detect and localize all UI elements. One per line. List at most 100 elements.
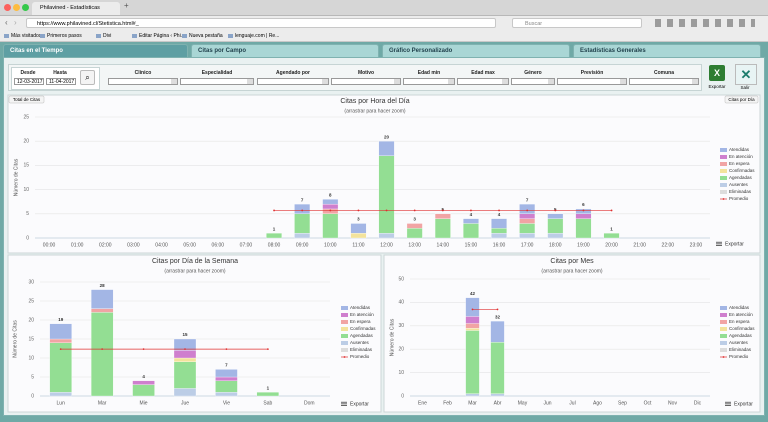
search-field[interactable]: Buscar	[512, 18, 642, 28]
filter-select[interactable]	[257, 78, 329, 85]
total-button-label[interactable]: Total de Citas	[13, 97, 41, 102]
desde-input[interactable]: 12-03-2017	[14, 78, 44, 85]
legend-label[interactable]: Ausentes	[729, 340, 749, 345]
legend-label[interactable]: En espera	[350, 319, 371, 324]
export-icon[interactable]	[341, 403, 347, 405]
x-tick-label: 22:00	[662, 242, 675, 248]
app-tab[interactable]: Estadísticas Generales	[573, 44, 761, 57]
average-point	[225, 348, 228, 351]
legend-label[interactable]: Atendidas	[729, 147, 750, 152]
minimize-button[interactable]	[13, 4, 20, 11]
filter-select[interactable]	[180, 78, 254, 85]
back-button[interactable]: ‹	[5, 18, 8, 27]
forward-button[interactable]: ›	[14, 18, 17, 27]
x-tick-label: Mar	[98, 400, 107, 406]
browser-tab[interactable]: Philavined - Estadísticas	[32, 2, 120, 15]
export-icon[interactable]	[341, 405, 347, 406]
app-tab[interactable]: Citas por Campo	[191, 44, 379, 57]
legend-label[interactable]: Agendadas	[350, 333, 374, 338]
filter-select[interactable]	[108, 78, 178, 85]
export-button[interactable]: Exportar	[350, 401, 369, 407]
legend-label[interactable]: Promedio	[350, 354, 370, 359]
export-button[interactable]: Exportar	[734, 401, 753, 407]
per-day-button-label[interactable]: Citas por Día	[728, 97, 755, 102]
zoom-button[interactable]	[22, 4, 29, 11]
legend-label[interactable]: Ausentes	[729, 182, 749, 187]
exit-label[interactable]: Salir	[740, 85, 750, 90]
export-icon[interactable]	[716, 241, 722, 243]
legend-label[interactable]: Ausentes	[350, 340, 370, 345]
bar-segment	[266, 233, 282, 239]
export-icon[interactable]	[716, 243, 722, 245]
export-icon[interactable]	[725, 405, 731, 406]
bar-segment	[465, 327, 480, 331]
legend-label[interactable]: Confirmadas	[729, 168, 755, 173]
legend-label[interactable]: En atención	[350, 312, 374, 317]
legend-label[interactable]: Confirmadas	[729, 326, 755, 331]
total-button[interactable]	[8, 95, 45, 104]
filter-select[interactable]	[457, 78, 509, 85]
legend-label[interactable]: En atención	[729, 154, 753, 159]
app-tab[interactable]: Citas en el Tiempo	[3, 44, 188, 57]
y-tick-label: 20	[28, 317, 34, 323]
chart-subtitle: (arrastrar para hacer zoom)	[164, 268, 225, 274]
y-tick-label: 25	[23, 114, 29, 120]
filter-select[interactable]	[403, 78, 455, 85]
y-tick-label: 40	[398, 300, 404, 306]
x-tick-label: Jul	[569, 400, 575, 406]
filter-select[interactable]	[629, 78, 699, 85]
legend-label[interactable]: Atendidas	[729, 305, 750, 310]
export-label[interactable]: Exportar	[708, 84, 726, 89]
x-tick-label: 06:00	[212, 242, 225, 248]
y-tick-label: 30	[28, 279, 34, 285]
export-icon[interactable]	[341, 401, 347, 403]
export-icon[interactable]: X	[709, 65, 725, 81]
filter-select[interactable]	[557, 78, 627, 85]
legend-label[interactable]: Promedio	[729, 354, 749, 359]
bookmark[interactable]: Nueva pestaña	[182, 31, 223, 41]
bar-segment	[519, 203, 536, 214]
legend-label[interactable]: Eliminadas	[729, 189, 752, 194]
legend-label[interactable]: Atendidas	[350, 305, 371, 310]
legend-label[interactable]: Eliminadas	[729, 347, 752, 352]
bar-segment	[465, 393, 480, 397]
filter-select[interactable]	[511, 78, 555, 85]
legend-label[interactable]: Agendadas	[729, 175, 753, 180]
hasta-input[interactable]: 11-04-2017	[46, 78, 76, 85]
legend-label[interactable]: Confirmadas	[350, 326, 376, 331]
x-tick-label: 08:00	[268, 242, 281, 248]
x-tick-label: 01:00	[71, 242, 84, 248]
bookmark[interactable]: Editar Página ‹ Phi...	[132, 31, 185, 41]
bookmark[interactable]: Primeros pasos	[40, 31, 82, 41]
legend-label[interactable]: Promedio	[729, 196, 749, 201]
x-tick-label: Oct	[644, 400, 652, 406]
bar-segment	[519, 233, 536, 239]
bookmark[interactable]: lenguaje.com | Re...	[228, 31, 279, 41]
export-icon[interactable]	[725, 401, 731, 403]
chart-subtitle: (arrastrar para hacer zoom)	[344, 108, 405, 114]
x-tick-label: 16:00	[493, 242, 506, 248]
legend-label[interactable]: En espera	[729, 319, 750, 324]
total-label: 4	[498, 212, 501, 217]
exit-icon[interactable]: ✕	[735, 64, 757, 85]
filter-select[interactable]	[331, 78, 401, 85]
close-button[interactable]	[4, 4, 11, 11]
url-field[interactable]: https://www.philavined.cl/Stetistica.htm…	[26, 18, 496, 28]
export-icon[interactable]	[725, 403, 731, 405]
new-tab[interactable]: +	[124, 1, 129, 10]
legend-label[interactable]: Eliminadas	[350, 347, 373, 352]
bookmark[interactable]: Más visitados	[4, 31, 41, 41]
legend-label[interactable]: En atención	[729, 312, 753, 317]
export-button[interactable]: Exportar	[725, 241, 744, 247]
per-day-button[interactable]	[724, 95, 759, 104]
search-button[interactable]: ⌕	[80, 70, 95, 85]
legend-label[interactable]: En espera	[729, 161, 750, 166]
x-tick-label: Jue	[181, 400, 189, 406]
bookmark[interactable]: Divi	[96, 31, 111, 41]
export-icon[interactable]	[716, 245, 722, 246]
legend-label[interactable]: Agendadas	[729, 333, 753, 338]
toolbar-icons[interactable]	[655, 19, 755, 27]
average-point	[496, 308, 499, 311]
app-tab[interactable]: Gráfico Personalizado	[382, 44, 570, 57]
bar-segment	[90, 312, 114, 397]
